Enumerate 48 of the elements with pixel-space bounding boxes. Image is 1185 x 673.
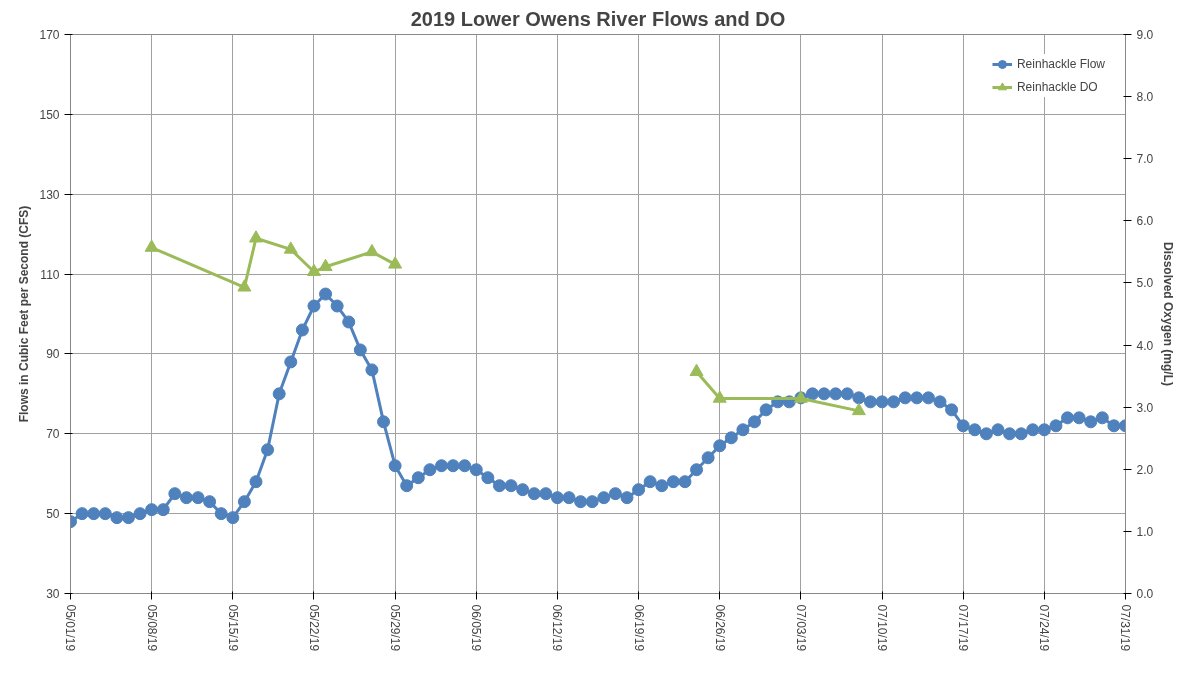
y2-tick-label: 7.0 (1136, 152, 1154, 167)
point (712, 390, 727, 403)
x-tick-label: 05/08/19 (144, 604, 159, 652)
y-tick-label: 150 (39, 107, 60, 122)
x-tick-label: 06/26/19 (712, 604, 727, 652)
point (851, 402, 866, 416)
y2-tick-label: 5.0 (1136, 276, 1154, 291)
x-tick-label: 07/17/19 (956, 604, 971, 652)
y-tick-label: 170 (39, 28, 60, 42)
point (144, 239, 159, 252)
y-axis-title: Flows in Cubic Feet per Second (CFS) (17, 205, 32, 423)
y2-axis-title: Dissolved Oxygen (mg/L) (1161, 241, 1176, 387)
point (283, 241, 298, 254)
chart-title: 2019 Lower Owens River Flows and DO (410, 7, 786, 30)
y-tick-label: 130 (39, 187, 60, 202)
point (318, 258, 333, 272)
x-tick-label: 07/31/19 (1118, 604, 1133, 652)
point (306, 263, 321, 277)
x-tick-label: 07/03/19 (793, 604, 808, 652)
x-tick-label: 06/19/19 (631, 604, 646, 652)
legend-label: Reinhackle Flow (1016, 57, 1105, 71)
y-tick-label: 90 (46, 347, 60, 362)
y-tick-label: 110 (40, 267, 60, 282)
y2-tick-label: 2.0 (1136, 462, 1154, 477)
point (689, 363, 704, 377)
y-tick-label: 50 (46, 507, 60, 522)
point (364, 243, 379, 257)
y-tick-label: 30 (46, 587, 60, 601)
y2-tick-label: 4.0 (1136, 338, 1154, 353)
x-tick-label: 07/24/19 (1037, 604, 1052, 652)
x-tick-label: 05/29/19 (388, 604, 403, 652)
x-tick-label: 06/05/19 (469, 604, 484, 652)
legend-label: Reinhackle DO (1016, 80, 1098, 94)
x-tick-label: 05/01/19 (63, 604, 78, 652)
x-tick-label: 07/10/19 (875, 604, 890, 652)
x-tick-label: 05/15/19 (225, 604, 240, 652)
x-tick-label: 06/12/19 (550, 604, 565, 652)
point (388, 256, 403, 269)
point (248, 230, 263, 243)
y2-tick-label: 1.0 (1136, 524, 1154, 539)
y2-tick-label: 9.0 (1136, 28, 1154, 42)
point (237, 279, 252, 292)
y2-tick-label: 0.0 (1136, 587, 1154, 601)
x-tick-label: 05/22/19 (306, 604, 321, 652)
y-tick-label: 70 (46, 427, 60, 442)
y2-tick-label: 8.0 (1136, 90, 1154, 105)
y2-tick-label: 6.0 (1136, 214, 1154, 229)
y2-tick-label: 3.0 (1136, 400, 1154, 415)
